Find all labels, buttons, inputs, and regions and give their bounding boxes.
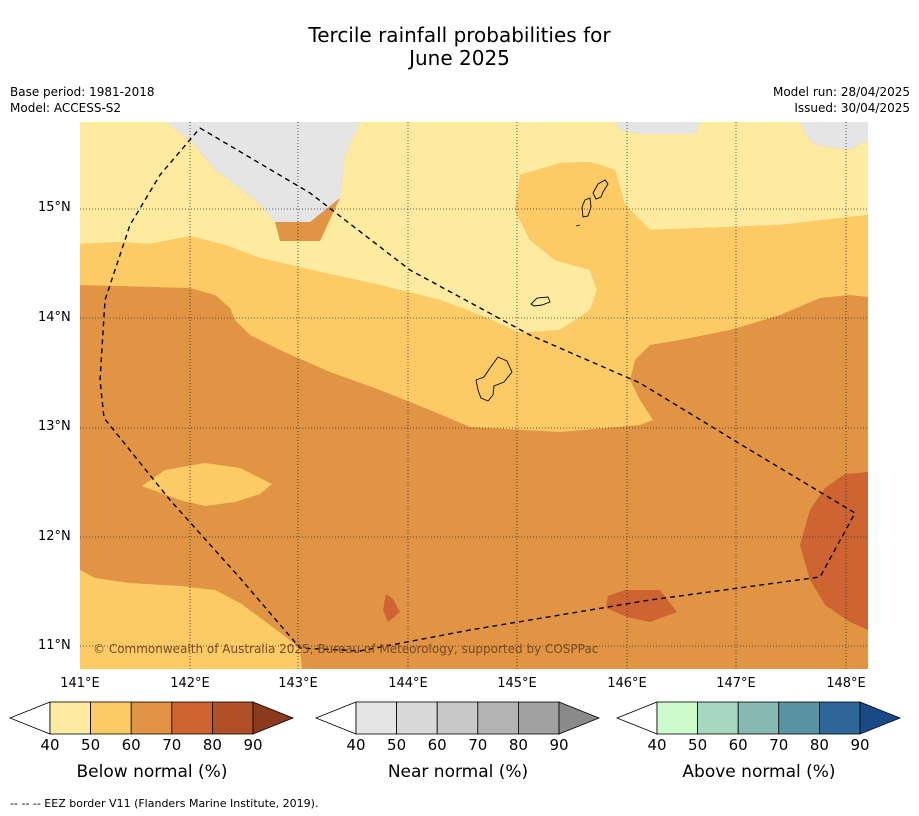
colorbar-below-tick: 50 [81,736,101,754]
colorbar-near-tick: 50 [387,736,407,754]
lat-label-13n: 13°N [38,419,71,434]
below-normal-50-60-pocket [142,463,272,506]
below-normal-50-60-southwest [80,570,302,669]
lat-label-15n: 15°N [38,200,71,215]
colorbar-below-swatch [211,701,254,735]
colorbar-near-swatch [355,701,397,735]
map-title-line1: Tercile rainfall probabilities for [308,23,611,47]
colorbar-below-tick: 60 [121,736,141,754]
copyright-notice: © Commonwealth of Australia 2025, Bureau… [93,642,599,656]
lon-label-145e: 145°E [497,676,537,691]
colorbar-near-upper-extend [558,701,601,735]
colorbar-title-below: Below normal (%) [76,762,228,782]
eez-border-footnote: -- -- -- EEZ border V11 (Flanders Marine… [10,797,319,810]
colorbar-below-swatch [171,701,213,735]
colorbar-title-near: Near normal (%) [387,762,529,782]
below-normal-70-80-small [383,594,400,622]
colorbar-below-upper-extend [252,701,295,735]
below-normal-50-60-region [80,162,868,432]
colorbar-near-swatch [518,701,560,735]
lat-label-14n: 14°N [38,310,71,325]
colorbar-above-tick: 70 [769,736,789,754]
colorbar-near-swatch [396,701,438,735]
lat-label-12n: 12°N [38,529,71,544]
colorbar-above-upper-extend [859,701,902,735]
colorbar-near-tick: 90 [549,736,569,754]
lon-label-143e: 143°E [278,676,318,691]
colorbar-above-swatch [656,701,698,735]
colorbar-near-lower-extend [314,701,357,735]
saipan-outline [592,179,609,200]
map-title-line2: June 2025 [409,46,510,70]
colorbar-title-above: Above normal (%) [682,762,836,782]
below-normal-70-80-south [606,590,677,622]
colorbar-above-swatch [737,701,780,735]
colorbar-above-tick: 90 [850,736,870,754]
eez-border-line [99,127,856,652]
lat-label-11n: 11°N [38,638,71,653]
colorbar-below-tick: 40 [40,736,60,754]
colorbar-near-tick: 40 [346,736,366,754]
model-run-label: Model run: 28/04/2025 [772,85,910,99]
colorbar-above-swatch [697,701,739,735]
colorbar-above-lower-extend [615,701,658,735]
map-gridlines [80,122,868,669]
lon-label-148e: 148°E [826,676,866,691]
colorbar-above-tick: 60 [728,736,748,754]
colorbar-legends [8,701,902,735]
colorbar-above-swatch [819,701,861,735]
colorbar-below-swatch [49,701,91,735]
below-normal-40-50-region [80,122,868,333]
near-normal-region-west [165,122,360,222]
colorbar-near-swatch [436,701,479,735]
colorbar-near-tick: 60 [427,736,447,754]
lon-label-141e: 141°E [60,676,100,691]
colorbar-below-swatch [90,701,132,735]
colorbar-near-tick: 80 [508,736,528,754]
colorbar-near-tick: 70 [468,736,488,754]
lon-label-146e: 146°E [607,676,647,691]
lon-label-147e: 147°E [716,676,756,691]
base-period-label: Base period: 1981-2018 [10,85,155,99]
guam-outline [475,356,513,402]
issued-label: Issued: 30/04/2025 [794,101,910,115]
colorbar-below-tick: 80 [202,736,222,754]
colorbar-below-tick: 70 [162,736,182,754]
colorbar-below-lower-extend [8,701,51,735]
tinian-outline [581,197,592,218]
colorbar-above-tick: 40 [647,736,667,754]
colorbar-near-swatch [477,701,519,735]
colorbar-below-tick: 90 [243,736,263,754]
aguijan-outline [575,224,581,227]
lon-label-144e: 144°E [388,676,428,691]
colorbar-above-swatch [778,701,820,735]
colorbar-above-tick: 80 [809,736,829,754]
island-outlines [475,179,609,402]
lon-label-142e: 142°E [170,676,210,691]
colorbar-above-tick: 50 [688,736,708,754]
colorbar-below-swatch [130,701,173,735]
rota-outline [530,296,551,307]
model-label: Model: ACCESS-S2 [10,101,122,115]
